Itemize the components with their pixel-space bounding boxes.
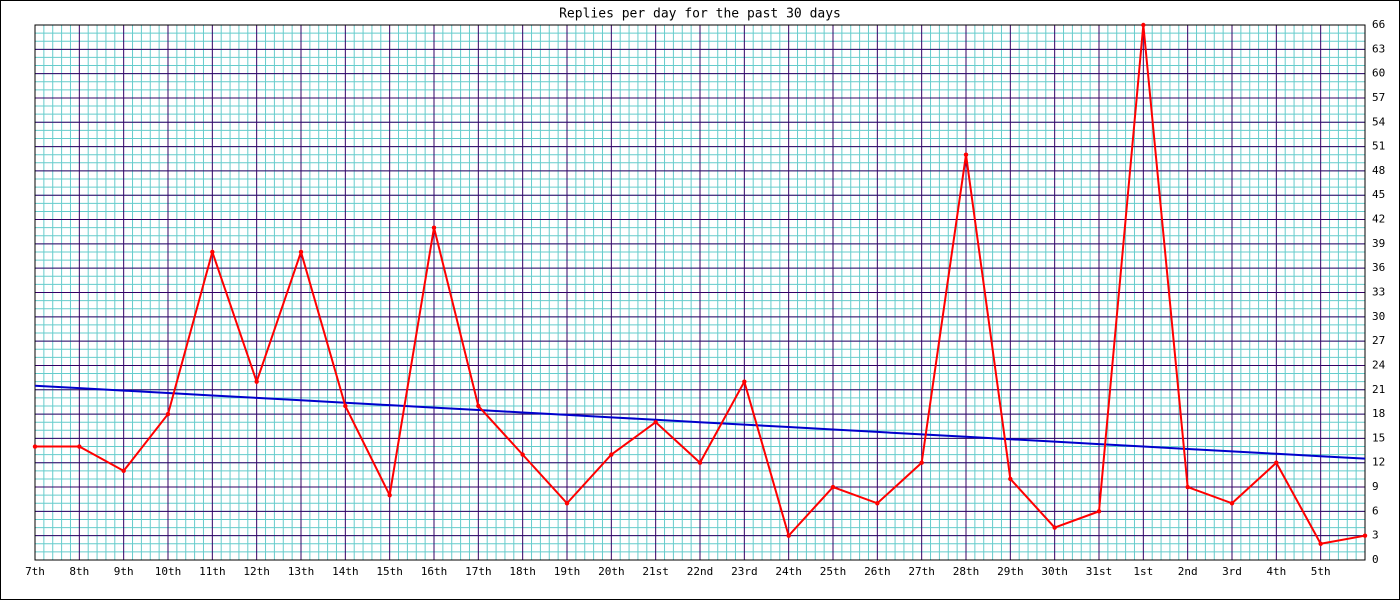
y-tick-label: 63	[1372, 42, 1385, 55]
x-tick-label: 3rd	[1222, 565, 1242, 578]
x-tick-label: 5th	[1311, 565, 1331, 578]
point	[32, 444, 38, 449]
point	[1318, 541, 1323, 546]
x-tick-label: 10th	[155, 565, 182, 578]
x-tick-label: 12th	[243, 565, 270, 578]
point	[742, 379, 747, 384]
y-tick-label: 51	[1372, 140, 1385, 153]
y-tick-label: 21	[1372, 383, 1385, 396]
point	[165, 411, 171, 417]
x-tick-label: 17th	[465, 565, 492, 578]
y-tick-label: 66	[1372, 18, 1385, 31]
point	[520, 452, 525, 457]
x-tick-label: 15th	[376, 565, 403, 578]
point	[786, 533, 791, 538]
point	[1362, 533, 1368, 538]
point	[1141, 22, 1146, 28]
point	[298, 249, 304, 255]
y-tick-label: 3	[1372, 529, 1379, 542]
x-tick-label: 13th	[288, 565, 315, 578]
point	[875, 501, 880, 506]
point	[343, 403, 348, 409]
y-tick-label: 9	[1372, 480, 1379, 493]
x-tick-label: 31st	[1086, 565, 1113, 578]
x-tick-label: 18th	[509, 565, 536, 578]
point	[1274, 460, 1279, 465]
y-tick-label: 48	[1372, 164, 1385, 177]
chart-title: Replies per day for the past 30 days	[559, 7, 841, 22]
x-tick-label: 26th	[864, 565, 891, 578]
y-tick-label: 57	[1372, 91, 1385, 104]
x-tick-label: 25th	[820, 565, 847, 578]
x-tick-label: 20th	[598, 565, 625, 578]
y-tick-label: 33	[1372, 286, 1385, 299]
x-tick-label: 29th	[997, 565, 1024, 578]
plot-border	[34, 24, 1366, 561]
y-tick-label: 60	[1372, 67, 1385, 80]
point	[697, 460, 703, 465]
y-tick-label: 39	[1372, 237, 1385, 250]
point	[1185, 484, 1190, 490]
x-tick-label: 8th	[69, 565, 89, 578]
y-tick-label: 27	[1372, 334, 1385, 347]
x-tick-label: 23rd	[731, 565, 758, 578]
point	[564, 501, 570, 506]
y-tick-label: 36	[1372, 261, 1385, 274]
y-tick-label: 30	[1372, 310, 1385, 323]
point	[963, 152, 969, 157]
x-tick-label: 22nd	[687, 565, 714, 578]
x-tick-label: 1st	[1133, 565, 1153, 578]
y-tick-label: 42	[1372, 213, 1385, 226]
x-tick-label: 24th	[775, 565, 802, 578]
point	[830, 484, 836, 490]
point	[387, 492, 392, 498]
point	[77, 444, 82, 449]
x-tick-label: 14th	[332, 565, 359, 578]
point	[476, 403, 481, 409]
x-tick-label: 28th	[953, 565, 980, 578]
y-tick-label: 54	[1372, 115, 1386, 128]
y-tick-label: 15	[1372, 431, 1385, 444]
point	[1008, 476, 1013, 482]
y-tick-label: 45	[1372, 188, 1385, 201]
y-tick-label: 12	[1372, 456, 1385, 469]
point	[254, 379, 259, 384]
x-tick-label: 4th	[1266, 565, 1286, 578]
point	[210, 249, 215, 255]
x-tick-label: 19th	[554, 565, 581, 578]
x-tick-label: 21st	[642, 565, 669, 578]
point	[919, 460, 924, 465]
y-tick-label: 6	[1372, 504, 1379, 517]
y-tick-label: 18	[1372, 407, 1385, 420]
point	[609, 452, 614, 457]
x-tick-label: 27th	[908, 565, 935, 578]
x-tick-label: 30th	[1041, 565, 1068, 578]
x-tick-label: 2nd	[1178, 565, 1198, 578]
x-tick-label: 7th	[25, 565, 45, 578]
x-tick-label: 11th	[199, 565, 226, 578]
point	[1052, 525, 1057, 530]
y-tick-label: 24	[1372, 358, 1386, 371]
x-tick-label: 16th	[421, 565, 448, 578]
trend-line	[34, 384, 1366, 460]
point	[1229, 501, 1235, 506]
point	[431, 225, 437, 230]
point	[653, 419, 658, 425]
y-tick-label: 0	[1372, 553, 1379, 566]
point	[121, 468, 126, 474]
x-tick-label: 9th	[114, 565, 134, 578]
point	[1096, 509, 1102, 514]
